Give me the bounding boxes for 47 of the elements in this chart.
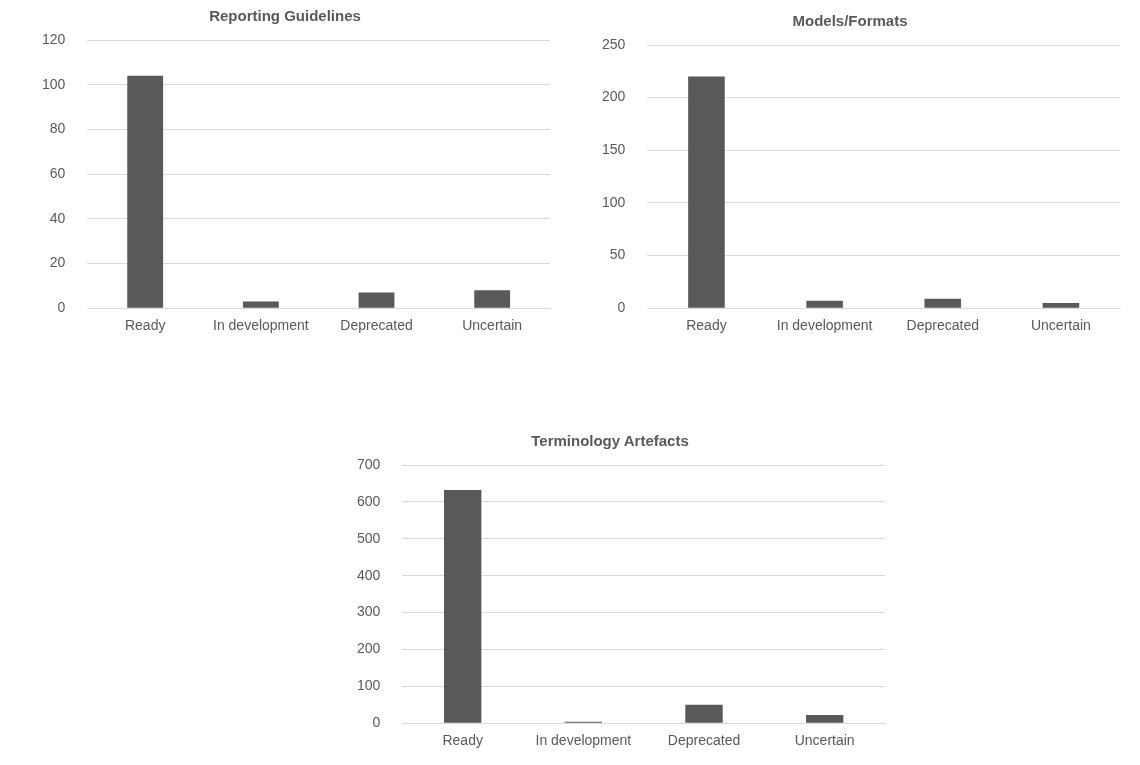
bar	[127, 75, 164, 308]
y-tick-label: 80	[49, 120, 66, 137]
bar	[685, 704, 723, 723]
bar	[443, 490, 482, 723]
bar	[924, 298, 962, 308]
y-tick-label: 50	[609, 246, 626, 263]
y-tick-label: 250	[602, 35, 626, 52]
x-tick-label: Deprecated	[340, 317, 413, 334]
x-tick-label: Uncertain	[1030, 317, 1091, 334]
x-tick-label: Uncertain	[462, 317, 523, 334]
y-tick-label: 500	[357, 529, 381, 546]
y-tick-label: 0	[57, 299, 66, 316]
x-tick-label: In development	[776, 317, 873, 334]
y-tick-label: 600	[357, 492, 381, 509]
x-tick-label: Deprecated	[667, 732, 741, 749]
bar	[805, 715, 844, 723]
bar	[358, 292, 395, 308]
y-tick-label: 200	[357, 640, 381, 657]
y-tick-label: 60	[49, 164, 66, 181]
x-tick-label: Uncertain	[794, 732, 855, 749]
chart-title: Models/Formats	[792, 12, 908, 30]
y-tick-label: 150	[602, 141, 626, 158]
y-tick-label: 0	[617, 299, 626, 316]
x-tick-label: In development	[535, 732, 632, 749]
bar	[242, 301, 279, 308]
x-tick-label: Ready	[124, 317, 166, 334]
x-tick-label: Ready	[442, 732, 483, 749]
x-tick-label: Ready	[686, 317, 727, 334]
y-tick-label: 700	[357, 455, 381, 472]
y-tick-label: 100	[357, 677, 381, 694]
bar	[474, 290, 511, 308]
y-tick-label: 300	[357, 603, 381, 620]
chart-title: Reporting Guidelines	[209, 7, 361, 25]
y-tick-label: 400	[357, 566, 381, 583]
y-tick-label: 100	[42, 75, 66, 92]
y-tick-label: 200	[602, 88, 626, 105]
bar	[1042, 302, 1080, 308]
bar	[688, 76, 725, 308]
chart-title: Terminology Artefacts	[531, 432, 689, 450]
y-tick-label: 100	[602, 193, 626, 210]
x-tick-label: In development	[212, 317, 309, 334]
y-tick-label: 20	[49, 254, 66, 271]
y-tick-label: 0	[372, 714, 381, 731]
y-tick-label: 40	[49, 209, 66, 226]
bar	[806, 300, 843, 308]
y-tick-label: 120	[42, 30, 66, 47]
x-tick-label: Deprecated	[906, 317, 979, 334]
